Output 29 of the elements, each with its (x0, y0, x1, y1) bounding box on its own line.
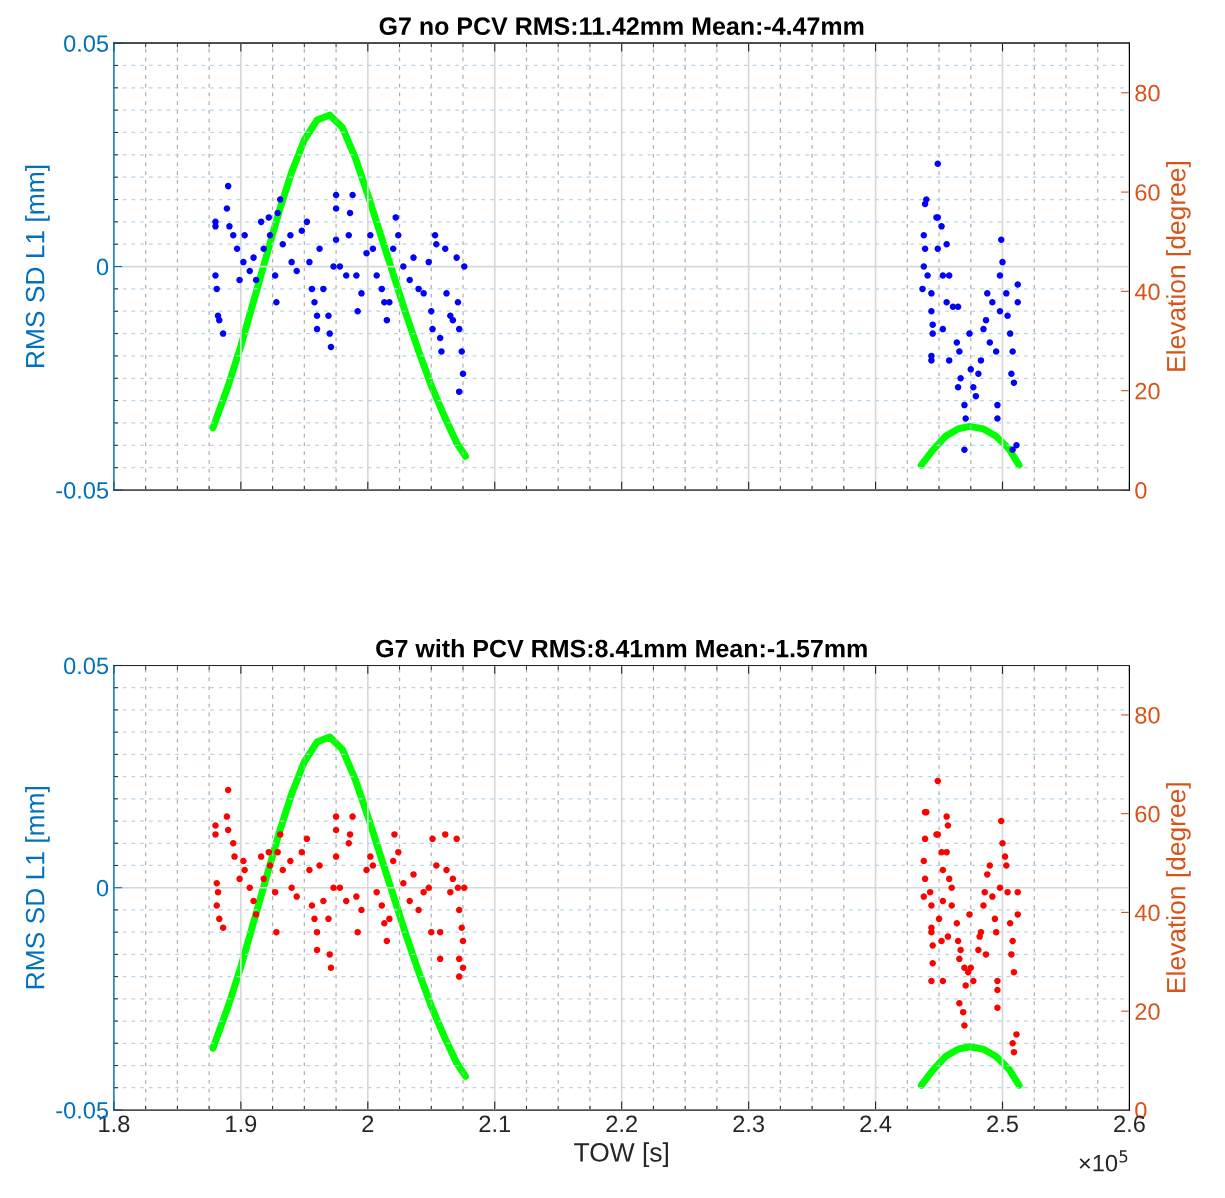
y2-tick-label: 20 (1135, 1003, 1160, 1020)
x-tick-label: 2.2 (606, 1115, 637, 1132)
y2-tick-label: 40 (1134, 904, 1160, 922)
chart-title: G7 with PCV RMS:8.41mm Mean:-1.57mm (376, 639, 867, 658)
x-tick-label: 2 (362, 1115, 374, 1132)
y2-tick-label: 80 (1135, 84, 1160, 102)
y-axis-title: RMS SD L1 [mm] (25, 786, 50, 989)
y-tick-label: 0.05 (64, 35, 109, 52)
y2-tick-label: 20 (1135, 382, 1160, 400)
y-tick-label: 0 (96, 258, 109, 276)
y2-tick-label: 0 (1135, 482, 1147, 499)
y-tick-label: 0.05 (64, 657, 109, 675)
chart-title: G7 no PCV RMS:11.42mm Mean:-4.47mm (379, 17, 864, 36)
x-tick-label: 2.3 (733, 1115, 764, 1133)
x-tick-label: 1.9 (226, 1115, 257, 1133)
x-tick-label: 2.4 (860, 1115, 892, 1132)
y2-axis-title: Elevation [degree] (1166, 783, 1191, 992)
y2-tick-label: 60 (1135, 184, 1160, 201)
y2-axis-title: Elevation [degree] (1166, 162, 1191, 371)
y2-tick-label: 40 (1134, 283, 1160, 301)
y2-tick-label: 80 (1135, 706, 1160, 724)
y-axis-title: RMS SD L1 [mm] (25, 165, 50, 368)
text: ×10$^{5}$ (1079, 1150, 1128, 1172)
y-tick-label: 0 (96, 879, 109, 897)
x-tick-label: 2.1 (479, 1115, 511, 1132)
x-axis-title: TOW [s] (574, 1142, 668, 1167)
y-tick-label: -0.05 (56, 482, 109, 499)
x-tick-label: 2.5 (987, 1115, 1018, 1133)
y2-tick-label: 60 (1135, 805, 1160, 823)
